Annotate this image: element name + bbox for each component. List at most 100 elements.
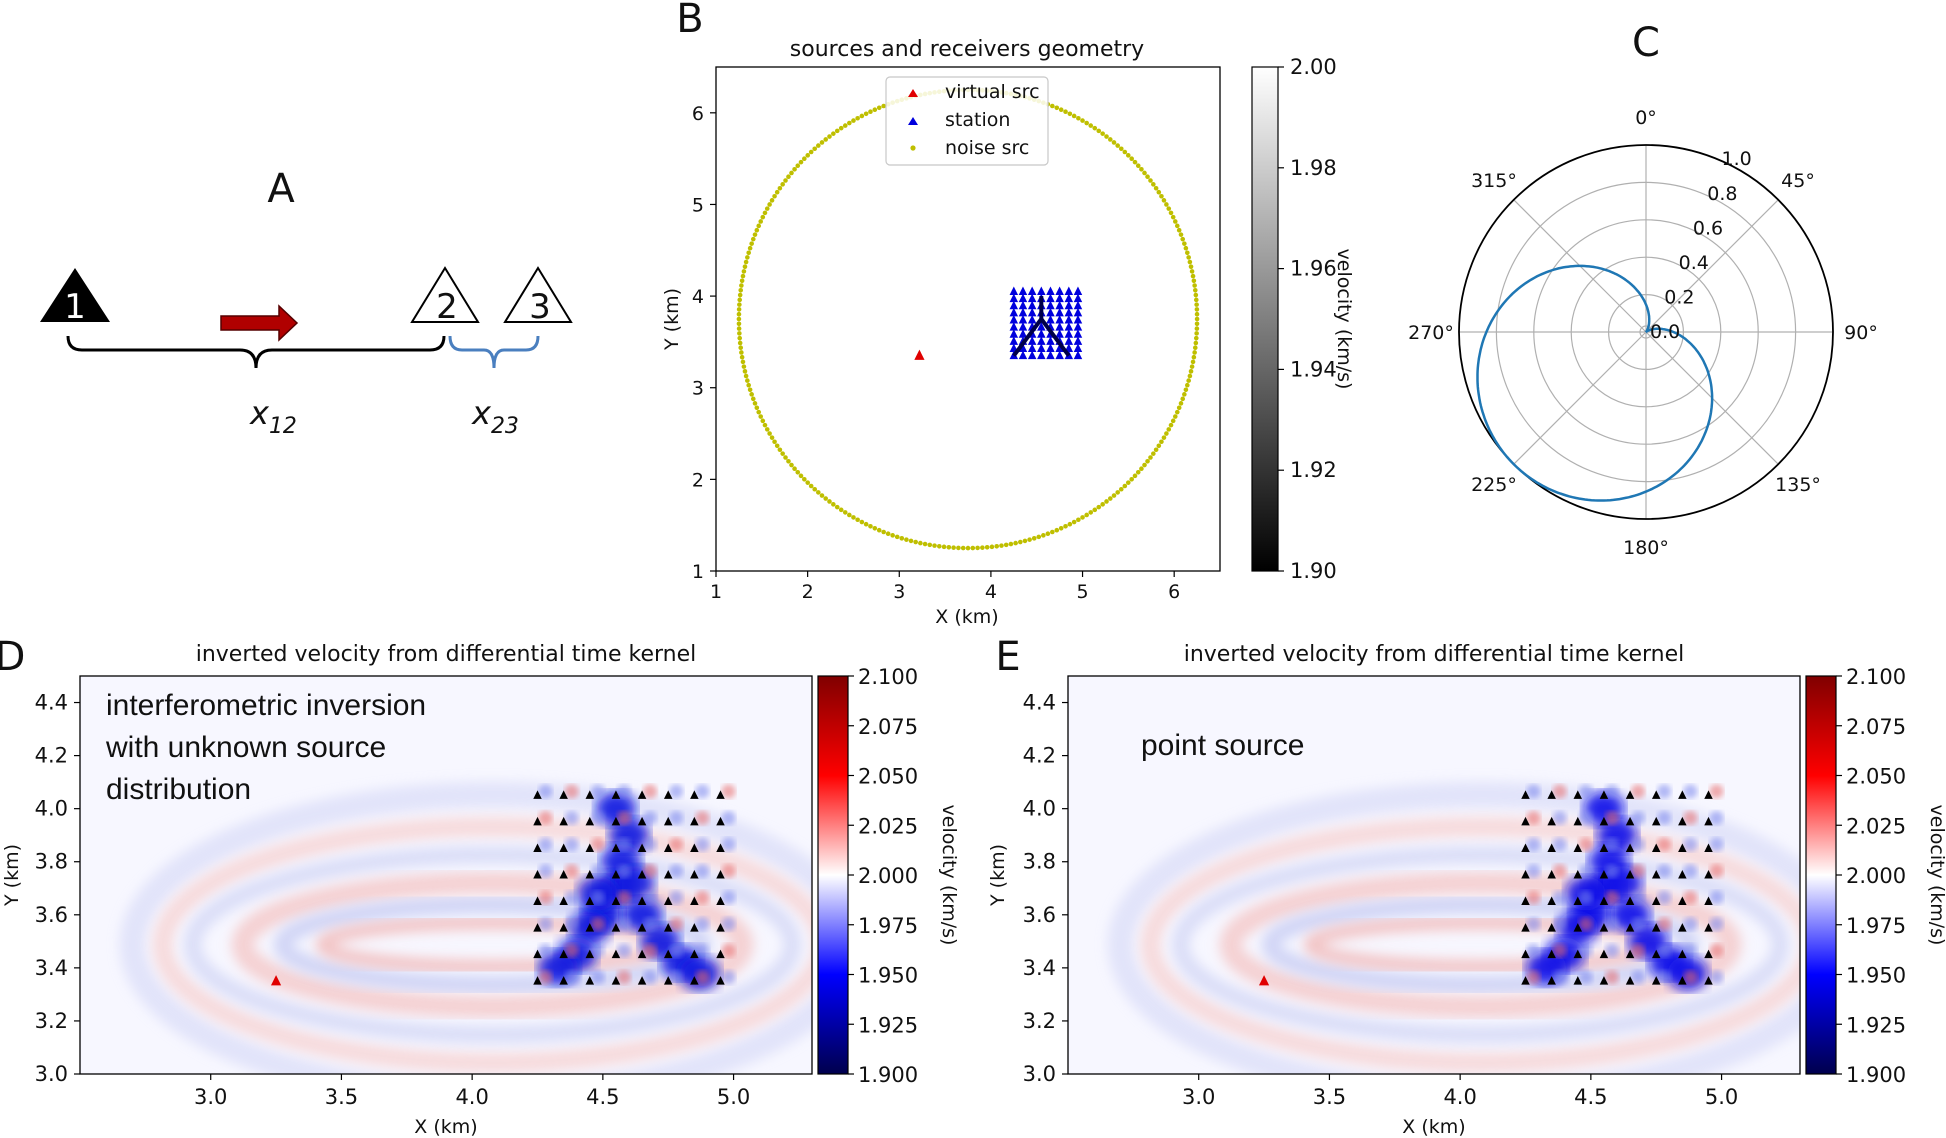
ripple-blob [1604,810,1619,825]
noise-source-point [863,111,869,117]
ripple-blob [1683,917,1698,932]
chart-b-colorbar [1251,66,1279,572]
ripple-blob [590,890,605,905]
station-marker [585,976,595,985]
station-marker [1625,816,1635,826]
ripple-blob [1683,837,1698,852]
wavefront-fringe [1219,871,1742,1018]
station-marker [1073,343,1083,353]
station-marker [1027,286,1037,296]
ripple-blob [1526,864,1541,878]
ripple-blob [1657,784,1672,799]
ripple-blob [643,943,658,958]
station-marker [1678,870,1687,879]
noise-source-point [1170,418,1176,424]
station-marker [1027,343,1037,353]
brace-x12 [66,335,446,369]
station-marker [533,790,542,799]
station-marker [1651,870,1661,879]
chart-d-virtual-source [270,975,282,986]
ripple-blob [1578,890,1593,905]
noise-source-point [737,297,743,303]
ripple-blob [1709,864,1724,878]
noise-source-point [847,512,852,518]
station-marker [1018,293,1028,303]
panel-a: A 1 2 3 x12 x23 [40,166,573,439]
polar-curve [1476,264,1714,502]
noise-source-point [994,543,1000,549]
ripple-blob [1604,864,1619,878]
noise-source-point [816,143,821,148]
ripple-blob [669,784,684,799]
noise-source-point [749,392,754,397]
noise-source-point [1092,125,1098,131]
noise-source-point [1145,458,1150,464]
station-marker [533,870,542,879]
station-marker [663,843,673,852]
noise-source-point [736,307,742,312]
noise-source-point [885,531,891,537]
noise-source-point [838,507,844,513]
ripple-blob [1552,784,1567,799]
station-marker [1521,896,1530,906]
noise-source-point [831,131,836,136]
colorbar-tick-label: 2.025 [858,814,918,838]
noise-source-point [855,517,860,523]
noise-source-point [805,153,811,158]
ripple-blob [590,810,605,825]
polar-ring [1607,294,1684,371]
noise-source-point [1107,137,1113,142]
station-marker [637,976,647,985]
ripple-blob [1683,970,1698,985]
ripple-blob [538,810,553,825]
noise-source-point [754,227,760,233]
noise-source-point [1178,401,1184,406]
colorbar-tick-label: 1.925 [1846,1013,1906,1037]
ripple-blob [669,943,684,958]
noise-source-point [819,140,825,145]
ripple-blob [564,784,579,799]
chart-b-xlabel: X (km) [935,606,998,628]
y-tick-label: 3.2 [35,1009,68,1033]
noise-source-point [913,539,918,545]
noise-source-point [1186,378,1191,383]
noise-source-point [1071,519,1077,525]
station-marker [1599,843,1609,852]
ripple-blob [695,943,710,958]
noise-source-point [1096,128,1102,134]
noise-source-point [1135,163,1141,169]
noise-source-point [1148,178,1153,183]
station-marker [637,843,647,852]
noise-source-point [749,241,754,246]
noise-source-point [767,202,772,207]
noise-source-point [1170,214,1176,220]
chart-d-annotation-line-2: with unknown source [105,731,386,764]
ripple-blob [669,837,684,852]
noise-source-point [1192,283,1197,288]
noise-source-point [772,193,777,199]
noise-source-point [904,537,909,542]
station-marker [1009,315,1019,324]
noise-source-point [780,182,785,187]
noise-source-point [745,378,750,383]
noise-source-point [1153,185,1159,191]
station-marker [690,976,699,985]
ripple-blob [1604,837,1619,852]
noise-source-point [1013,540,1018,546]
noise-source-point [737,340,743,346]
ripple-blob [538,943,553,958]
ripple-blob [1552,943,1567,958]
chart-e-virtual-source [1258,975,1270,986]
noise-source-point [762,422,768,428]
noise-source-point [798,473,804,479]
station-marker [1055,300,1064,310]
station-marker [1625,923,1635,932]
noise-source-point [1063,523,1068,529]
chart-d-frame [79,675,813,1075]
ripple-blob [1604,784,1619,799]
noise-source-point [1161,435,1167,440]
noise-source-point [741,364,747,369]
station-marker [1704,923,1713,932]
station-marker [611,816,621,826]
